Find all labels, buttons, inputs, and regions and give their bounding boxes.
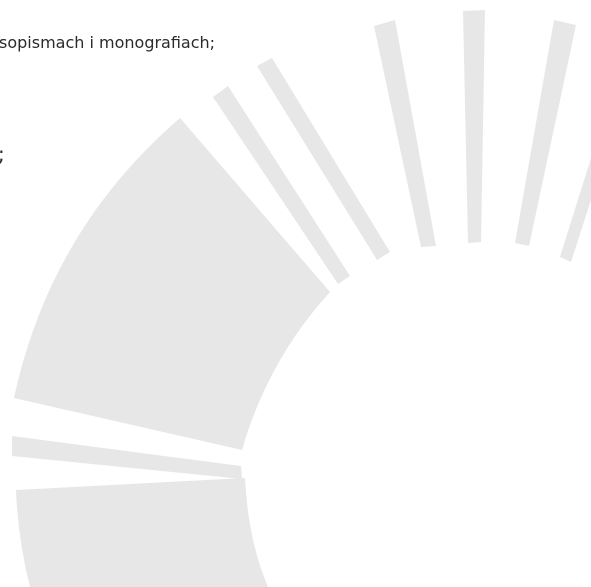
ray — [257, 58, 390, 260]
ray — [374, 20, 436, 247]
text-line: sopismach i monografiach; — [0, 33, 216, 52]
ray — [213, 86, 350, 284]
ray — [515, 20, 576, 246]
ray — [12, 436, 242, 479]
ray — [560, 158, 591, 262]
ray — [463, 10, 485, 243]
arc-segment — [14, 118, 330, 450]
base-segment — [16, 478, 268, 587]
text-line: ; — [0, 142, 5, 166]
